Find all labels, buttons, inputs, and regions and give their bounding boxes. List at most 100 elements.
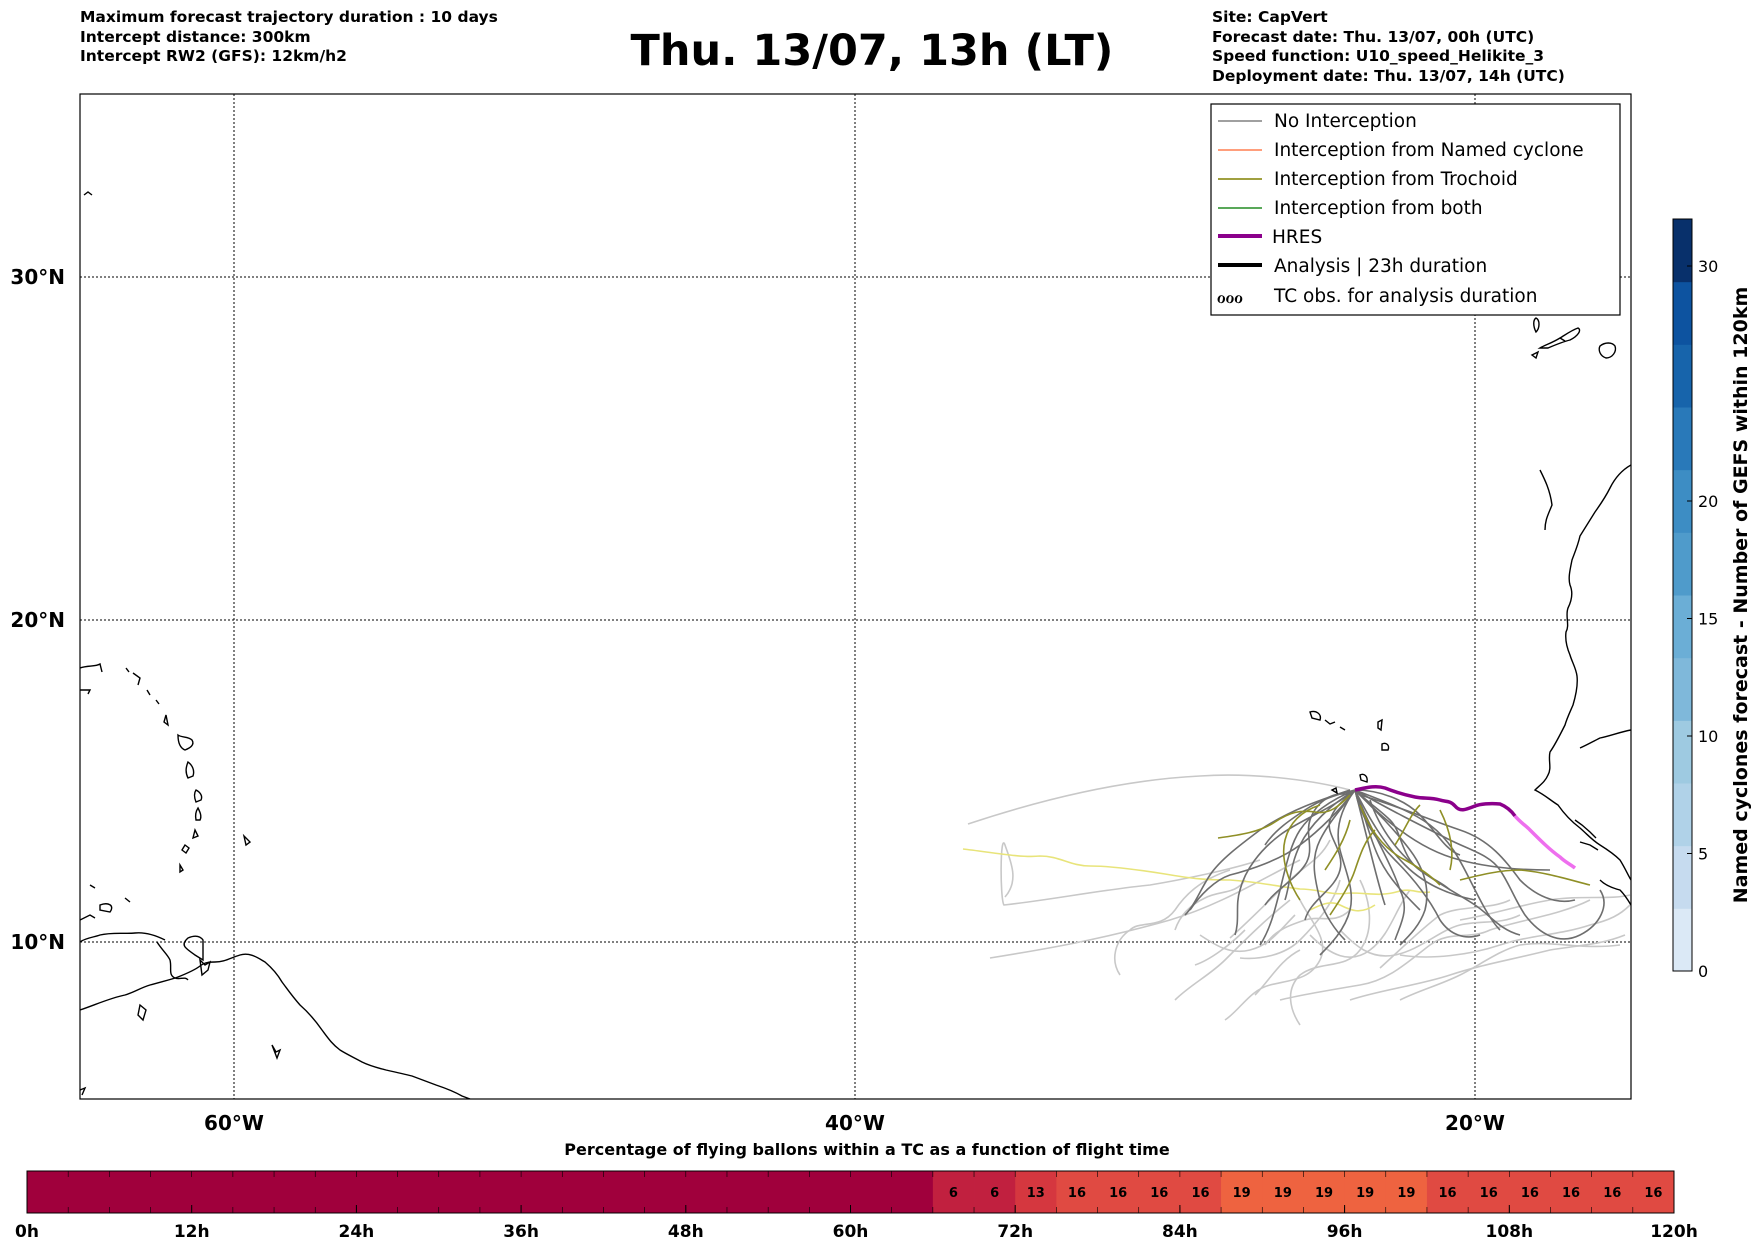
timebar-tick-label: 120h [1650, 1222, 1698, 1241]
timebar-cell-value: 19 [1315, 1186, 1333, 1201]
colorbar-cell [1673, 532, 1692, 596]
legend-item-tc-obs: ℴℴℴ TC obs. for analysis duration [1217, 286, 1537, 308]
coastlines [80, 191, 1631, 1099]
legend-item-both: Interception from both [1218, 198, 1483, 219]
timebar-cells: 6 6 13 16 16 16 16 19 19 19 19 19 16 16 16 16 16 16 [27, 1171, 1675, 1213]
colorbar-tick-label: 15 [1698, 610, 1718, 629]
timebar-tick-label: 84h [1162, 1222, 1198, 1241]
colorbar-cell [1673, 908, 1692, 972]
map-frame [79, 93, 1632, 1100]
colorbar-cell [1673, 407, 1692, 471]
timebar-tick-label: 48h [668, 1222, 704, 1241]
page-title: Thu. 13/07, 13h (LT) [0, 26, 1752, 76]
flight-time-bar: Percentage of flying ballons within a TC… [15, 1140, 1698, 1241]
trajectories-no-interception-light [967, 774, 1631, 1026]
timebar-cell-value: 16 [1150, 1186, 1168, 1201]
colorbar-tick-label: 30 [1698, 257, 1718, 276]
timebar-title: Percentage of flying ballons within a TC… [564, 1140, 1170, 1159]
timebar-cell [1138, 1171, 1181, 1213]
trajectories-no-interception-dark [1184, 789, 1605, 956]
timebar-cell-value: 16 [1644, 1186, 1662, 1201]
timebar-cell [1509, 1171, 1551, 1213]
max-duration-text: Maximum forecast trajectory duration : 1… [80, 8, 498, 26]
intercept-distance-text: Intercept distance: 300km [80, 27, 311, 46]
colorbar-tick-label: 5 [1698, 845, 1708, 864]
legend-item-named-cyclone: Interception from Named cyclone [1218, 140, 1584, 161]
cyclone-count-colorbar: 0 5 10 15 20 30 Named cyclones forecast - Num… [1672, 218, 1752, 981]
colorbar-cell [1673, 281, 1692, 345]
svg-text:Analysis | 23h duration: Analysis | 23h duration [1274, 256, 1487, 277]
colorbar-cell [1673, 783, 1692, 847]
timebar-cell [1426, 1171, 1469, 1213]
timebar-cell [1632, 1171, 1675, 1213]
timebar-cell [1385, 1171, 1428, 1213]
intercept-rw2-text: Intercept RW2 (GFS): 12km/h2 [80, 47, 347, 65]
timebar-cell [1262, 1171, 1304, 1213]
timebar-cell-value: 19 [1233, 1186, 1251, 1201]
colorbar-tick-label: 20 [1698, 492, 1718, 511]
timebar-cell-value: 16 [1521, 1186, 1539, 1201]
colorbar-tick-label: 10 [1698, 727, 1718, 746]
legend: No Interception Interception from Named … [1210, 103, 1621, 316]
colorbar-label: Named cyclones forecast - Number of GEFS… [1730, 287, 1752, 904]
timebar-tick-label: 108h [1486, 1222, 1534, 1241]
timebar-tick-label: 36h [503, 1222, 539, 1241]
header-info-left: Maximum forecast trajectory duration : 1… [80, 8, 498, 67]
legend-item-analysis: Analysis | 23h duration [1218, 256, 1487, 277]
timebar-cell [1015, 1171, 1057, 1213]
colorbar-cell [1673, 344, 1692, 408]
legend-item-no-interception: No Interception [1218, 111, 1417, 132]
timebar-tick-label: 60h [833, 1222, 869, 1241]
timebar-cell-value: 16 [1562, 1186, 1580, 1201]
svg-text:Interception from both: Interception from both [1274, 198, 1483, 219]
timebar-cell [1344, 1171, 1387, 1213]
colorbar-tick-label: 0 [1698, 962, 1708, 981]
tc-symbol-icon: ℴℴℴ [1217, 287, 1243, 308]
timebar-cell [1097, 1171, 1140, 1213]
timebar-cell [27, 1171, 934, 1213]
timebar-cell-value: 16 [1438, 1186, 1456, 1201]
legend-item-hres: HRES [1218, 227, 1322, 248]
timebar-cell-value: 16 [1191, 1186, 1209, 1201]
map-area[interactable]: 60°W 40°W 20°W 30°N 20°N 10°N No Interce… [10, 93, 1632, 1135]
lon-label-60w: 60°W [204, 1111, 264, 1135]
trajectories-yellow [962, 848, 1431, 912]
timebar-tick-label: 72h [997, 1222, 1033, 1241]
legend-box [1210, 103, 1621, 316]
timebar-cell-value: 19 [1397, 1186, 1415, 1201]
deployment-date-text: Deployment date: Thu. 13/07, 14h (UTC) [1212, 66, 1565, 85]
timebar-cell [932, 1171, 975, 1213]
timebar-ticks: 0h 12h 24h 36h 48h 60h 72h 84h 96h 108h 120h [15, 1205, 1698, 1241]
lat-label-30n: 30°N [10, 265, 65, 289]
timebar-cell-value: 16 [1068, 1186, 1086, 1201]
svg-text:TC obs. for analysis duration: TC obs. for analysis duration [1273, 286, 1537, 307]
timebar-cell [1550, 1171, 1593, 1213]
timebar-cell [974, 1171, 1016, 1213]
colorbar-cell [1673, 657, 1692, 721]
timebar-cell [1179, 1171, 1222, 1213]
speed-function-text: Speed function: U10_speed_Helikite_3 [1212, 47, 1545, 65]
lon-label-20w: 20°W [1445, 1111, 1505, 1135]
timebar-cell [1056, 1171, 1098, 1213]
timebar-cell-value: 6 [990, 1186, 999, 1201]
timebar-cell-value: 19 [1274, 1186, 1292, 1201]
lat-label-10n: 10°N [10, 930, 65, 954]
timebar-tick-label: 12h [174, 1222, 210, 1241]
colorbar-cell [1673, 469, 1692, 533]
colorbar-cells [1673, 219, 1692, 972]
timebar-cell [1591, 1171, 1634, 1213]
lat-label-20n: 20°N [10, 608, 65, 632]
svg-text:HRES: HRES [1272, 227, 1322, 248]
timebar-cell [1221, 1171, 1263, 1213]
timebar-tick-label: 24h [339, 1222, 375, 1241]
legend-item-trochoid: Interception from Trochoid [1218, 169, 1518, 190]
colorbar-cell [1673, 595, 1692, 659]
timebar-cell-value: 16 [1603, 1186, 1621, 1201]
svg-text:No Interception: No Interception [1274, 111, 1417, 132]
svg-text:Interception from Trochoid: Interception from Trochoid [1274, 169, 1518, 190]
timebar-tick-label: 96h [1327, 1222, 1363, 1241]
colorbar-ticks: 0 5 10 15 20 30 [1687, 257, 1718, 981]
timebar-tick-label: 0h [15, 1222, 39, 1241]
page-title-text: Thu. 13/07, 13h (LT) [630, 26, 1114, 76]
